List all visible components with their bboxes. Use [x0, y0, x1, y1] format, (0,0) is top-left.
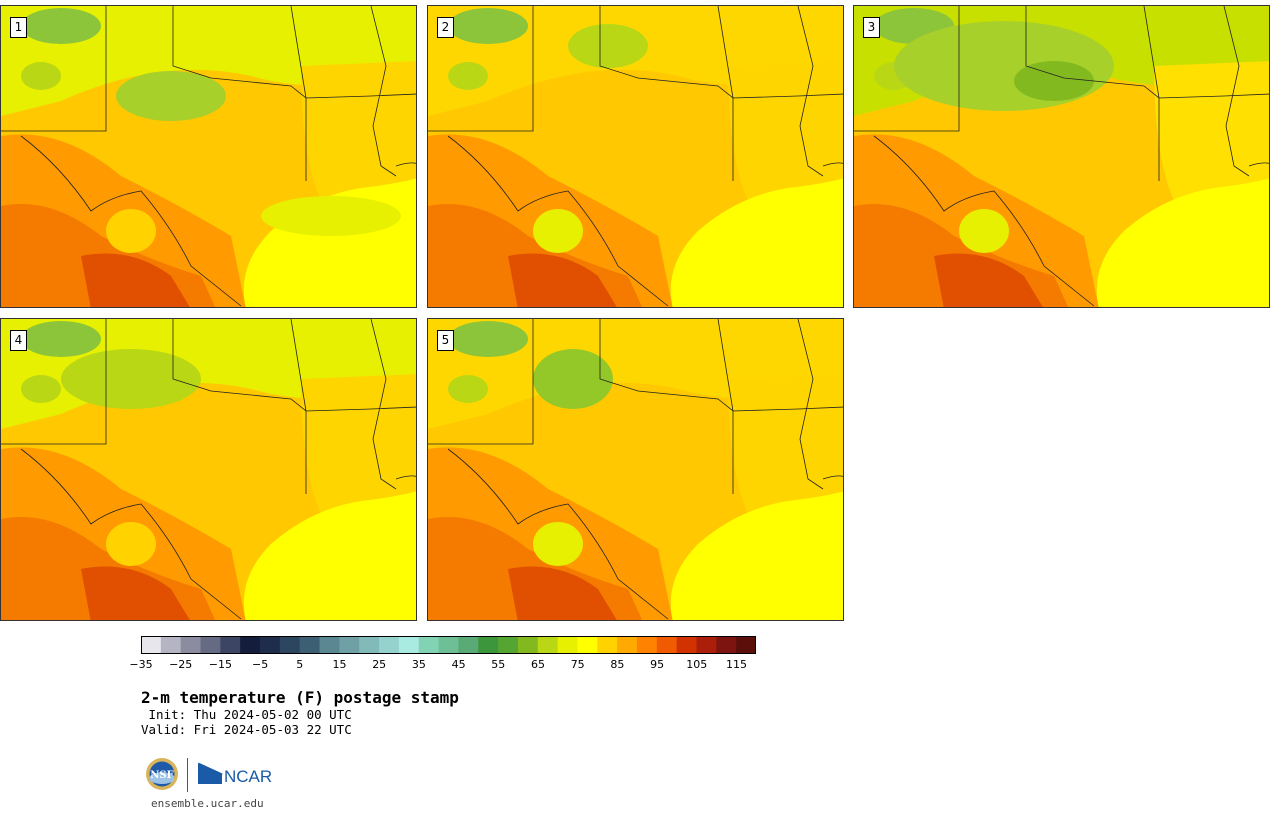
stamp-panel-3: 3: [853, 5, 1270, 308]
colorbar-swatch: [418, 636, 440, 654]
colorbar-tick: −35: [129, 658, 153, 671]
colorbar-swatch: [398, 636, 420, 654]
colorbar-swatch: [656, 636, 678, 654]
temperature-map-5: [428, 319, 843, 620]
colorbar-swatch: [498, 636, 519, 654]
site-url[interactable]: ensemble.ucar.edu: [151, 797, 264, 810]
stamp-panel-2: 2: [427, 5, 844, 308]
ncar-logo: NCAR: [198, 762, 272, 786]
stamp-panel-1: 1: [0, 5, 417, 308]
colorbar-tick: 115: [726, 658, 747, 671]
panel-label: 5: [437, 330, 454, 351]
colorbar-swatch: [220, 636, 241, 654]
panel-label: 1: [10, 17, 27, 38]
nsf-logo: NSF: [146, 758, 178, 790]
panel-label: 2: [437, 17, 454, 38]
colorbar-tick: 65: [531, 658, 545, 671]
colorbar-tick: 25: [372, 658, 387, 671]
temperature-colorbar: [141, 636, 756, 654]
panel-label: 4: [10, 330, 27, 351]
logo-divider: [187, 758, 188, 792]
colorbar-swatch: [557, 636, 578, 654]
colorbar-swatch: [180, 636, 202, 654]
colorbar-tick: −15: [208, 658, 232, 671]
colorbar-swatch: [716, 636, 737, 654]
colorbar-swatch: [517, 636, 539, 654]
colorbar-tick: −25: [169, 658, 193, 671]
colorbar-tick: 15: [332, 658, 347, 671]
colorbar-swatch: [458, 636, 479, 654]
nsf-logo-text: NSF: [150, 770, 173, 781]
colorbar-tick: −5: [251, 658, 269, 671]
colorbar-swatch: [279, 636, 301, 654]
colorbar-swatch: [260, 636, 281, 654]
colorbar-swatch: [438, 636, 459, 654]
colorbar-tick: 55: [491, 658, 506, 671]
colorbar-swatch: [339, 636, 360, 654]
colorbar-swatch: [478, 636, 499, 654]
valid-time: Valid: Fri 2024-05-03 22 UTC: [141, 722, 352, 737]
ncar-logo-text: NCAR: [224, 767, 272, 786]
colorbar-swatch: [141, 636, 162, 654]
colorbar-swatch: [617, 636, 638, 654]
colorbar-swatch: [696, 636, 717, 654]
panel-label: 3: [863, 17, 880, 38]
colorbar-swatch: [379, 636, 400, 654]
colorbar-swatch: [359, 636, 380, 654]
colorbar-tick: 5: [296, 658, 304, 671]
colorbar-swatch: [160, 636, 182, 654]
colorbar-tick: 35: [411, 658, 426, 671]
colorbar-tick: 75: [570, 658, 585, 671]
colorbar-tick: 105: [686, 658, 708, 671]
colorbar-swatch: [577, 636, 598, 654]
colorbar-swatch: [636, 636, 658, 654]
stamp-panel-4: 4: [0, 318, 417, 621]
colorbar-swatch: [597, 636, 618, 654]
colorbar-swatch: [299, 636, 321, 654]
temperature-map-2: [428, 6, 843, 307]
colorbar-swatch: [537, 636, 559, 654]
colorbar-tick: 95: [650, 658, 665, 671]
stamp-panel-5: 5: [427, 318, 844, 621]
temperature-map-3: [854, 6, 1269, 307]
colorbar-swatch: [200, 636, 221, 654]
colorbar-swatch: [676, 636, 697, 654]
colorbar-tick: 45: [451, 658, 466, 671]
temperature-map-1: [1, 6, 416, 307]
init-time: Init: Thu 2024-05-02 00 UTC: [141, 707, 352, 722]
colorbar-tick: 85: [610, 658, 625, 671]
colorbar-swatch: [736, 636, 756, 654]
plot-title: 2-m temperature (F) postage stamp: [141, 688, 459, 707]
colorbar-swatch: [319, 636, 340, 654]
colorbar-swatch: [240, 636, 261, 654]
temperature-map-4: [1, 319, 416, 620]
